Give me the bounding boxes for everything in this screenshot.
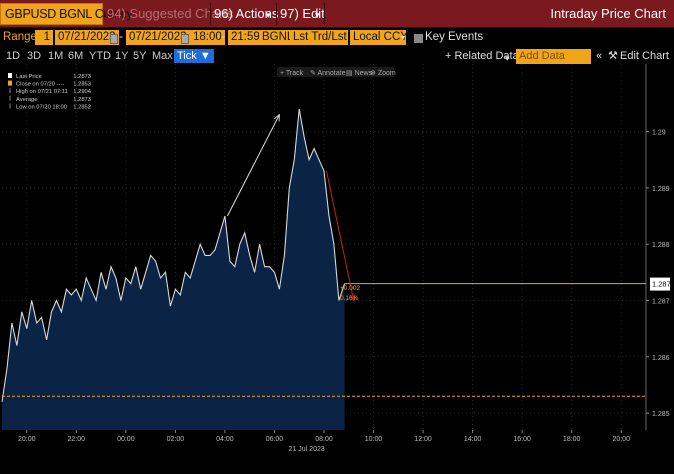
period-1y[interactable]: 1Y — [115, 50, 129, 62]
y-tick-label: 1.287 — [652, 298, 670, 305]
source-field[interactable]: BGNL — [259, 30, 297, 45]
edit-chart-button[interactable]: Edit Chart — [620, 50, 669, 62]
news-tool[interactable]: ▤ News — [346, 70, 373, 77]
key-events-label: Key Events — [425, 31, 484, 43]
legend-swatch — [8, 73, 12, 78]
period-max[interactable]: Max — [152, 50, 173, 62]
legend-label: Last Price — [16, 74, 42, 80]
date-separator: - — [119, 31, 123, 43]
end-date-field[interactable]: 07/21/2023 — [126, 30, 190, 45]
x-tick-label: 18:00 — [563, 436, 581, 443]
annotate-tool[interactable]: ✎ Annotate — [310, 70, 346, 77]
y-tick-label: 1.285 — [652, 411, 670, 418]
suggested-charts-menu[interactable]: 94) Suggested Charts — [107, 6, 234, 21]
end-time-field[interactable]: 21:59 — [228, 30, 263, 45]
start-calendar-icon[interactable] — [110, 32, 118, 47]
chart-tools: + Track ✎ Annotate ▤ News ⊕ Zoom — [277, 67, 396, 77]
last-price-tag-text: 1.2873 — [652, 280, 674, 289]
x-tick-label: 16:00 — [513, 436, 531, 443]
x-tick-label: 04:00 — [216, 436, 234, 443]
end-calendar-icon[interactable] — [181, 32, 189, 47]
range-value-field[interactable]: 1 — [35, 30, 53, 45]
x-axis: 20:00 22:00 00:00 02:00 04:00 06:00 08:00 10:00… — [18, 430, 630, 453]
change-percent: 0.16% — [340, 295, 359, 302]
tick-label: Tick — [177, 50, 197, 62]
edit-dropdown-icon[interactable]: ▾ — [315, 10, 320, 20]
period-6m[interactable]: 6M — [68, 50, 84, 62]
time-separator: - — [221, 31, 225, 43]
add-data-input[interactable]: Add Data — [516, 49, 591, 64]
chart-legend: Last Price 1.2873 Close on 07/20 ---- 1.285… — [8, 73, 92, 110]
x-tick-label: 08:00 — [315, 436, 333, 443]
change-value: +0.002 — [340, 285, 360, 292]
range-label: Range — [3, 31, 37, 43]
currency-dropdown-icon[interactable]: ▾ — [401, 33, 406, 42]
related-data-button[interactable]: + Related Data — [445, 50, 519, 62]
x-tick-label: 22:00 — [68, 436, 86, 443]
x-tick-label: 20:00 — [612, 436, 630, 443]
x-tick-label: 02:00 — [167, 436, 185, 443]
legend-value: 1.2853 — [73, 82, 91, 88]
start-time-field[interactable]: 18:00 — [190, 30, 225, 45]
period-5y[interactable]: 5Y — [133, 50, 147, 62]
annotation-arrow-1[interactable] — [325, 170, 353, 301]
security-ticker-field[interactable]: GBPUSD BGNL Curncy — [0, 3, 133, 25]
zoom-tool[interactable]: ⊕ Zoom — [370, 70, 396, 77]
last-change-label: +0.002 0.16% — [340, 285, 360, 302]
y-tick-label: 1.288 — [652, 242, 670, 249]
currency-select[interactable]: Local CCY — [350, 30, 408, 45]
legend-value: 1.2873 — [73, 74, 91, 80]
x-date-label: 21 Jul 2023 — [289, 446, 325, 453]
period-1d[interactable]: 1D — [6, 50, 21, 62]
x-tick-label: 14:00 — [464, 436, 482, 443]
legend-value: 1.2904 — [73, 89, 92, 95]
track-tool[interactable]: + Track — [280, 70, 304, 77]
legend-label: Average — [16, 97, 38, 103]
price-chart[interactable]: 1.285 1.286 1.287 1.288 1.289 1.29 20:00 22:00… — [0, 64, 674, 474]
last-price-tag: 1.2873 — [650, 277, 674, 291]
x-tick-label: 12:00 — [414, 436, 432, 443]
y-tick-label: 1.289 — [652, 186, 670, 193]
key-events-checkbox[interactable] — [414, 32, 423, 47]
x-tick-label: 06:00 — [266, 436, 284, 443]
legend-value: 1.2852 — [73, 104, 91, 110]
x-tick-label: 10:00 — [365, 436, 383, 443]
legend-label: Close on 07/20 ---- — [16, 82, 64, 88]
actions-menu[interactable]: 96) Actions — [214, 6, 279, 21]
tick-dropdown-icon: ▼ — [199, 50, 211, 62]
period-3d[interactable]: 3D — [27, 50, 42, 62]
period-1m[interactable]: 1M — [48, 50, 64, 62]
wrench-icon[interactable]: ⚒ — [608, 50, 618, 62]
actions-dropdown-icon[interactable]: ▾ — [266, 10, 271, 20]
legend-value: 1.2873 — [73, 97, 91, 103]
period-ytd[interactable]: YTD — [89, 50, 111, 62]
y-axis: 1.285 1.286 1.287 1.288 1.289 1.29 — [646, 130, 670, 418]
legend-label: High on 07/21 07:11 — [16, 89, 68, 95]
ticker-text: GBPUSD BGNL Curncy — [5, 7, 133, 21]
top-toolbar: GBPUSD BGNL Curncy 94) Suggested Charts … — [0, 0, 674, 28]
period-tick-active[interactable]: Tick ▼ — [174, 49, 214, 63]
related-data-dropdown-icon[interactable]: ▾ — [505, 53, 510, 63]
x-tick-label: 00:00 — [117, 436, 135, 443]
page-title: Intraday Price Chart — [550, 6, 666, 21]
start-date-field[interactable]: 07/21/2023 — [55, 30, 119, 45]
annotation-arrow-0[interactable] — [226, 115, 279, 217]
collapse-icon[interactable]: « — [596, 50, 603, 62]
price-type-select[interactable]: Lst Trd/Lst F — [290, 30, 348, 45]
legend-swatch — [8, 80, 12, 86]
y-tick-label: 1.29 — [652, 130, 666, 137]
edit-menu[interactable]: 97) Edit — [280, 6, 325, 21]
y-tick-label: 1.286 — [652, 355, 670, 362]
period-bar: 1D 3D 1M 6M YTD 1Y 5Y Max Tick ▼ + Relat… — [0, 48, 674, 64]
price-line — [1, 108, 346, 402]
legend-label: Low on 07/20 18:00 — [16, 104, 67, 110]
annotation-arrows — [226, 115, 353, 301]
price-area-fill — [2, 109, 345, 430]
range-bar: Range 1 07/21/2023 - 07/21/2023 18:00 - … — [0, 28, 674, 47]
x-tick-label: 20:00 — [18, 436, 36, 443]
